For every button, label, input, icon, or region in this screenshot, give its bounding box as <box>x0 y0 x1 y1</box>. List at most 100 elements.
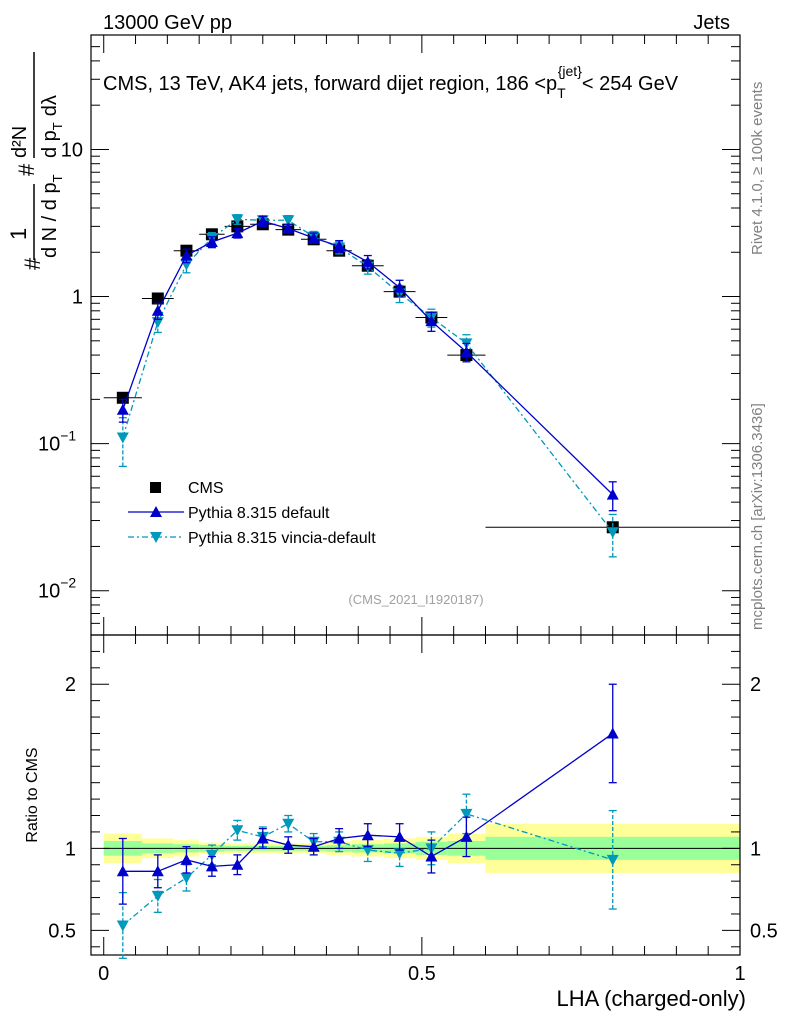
svg-text:d N / d pT: d N / d pT <box>39 174 65 258</box>
mcplots-label: mcplots.cern.ch [arXiv:1306.3436] <box>749 403 766 630</box>
vincia-ratio-point-3 <box>205 849 218 861</box>
main-ylabel: # 1 d N / d pT # d²N d pTdλ <box>6 52 65 270</box>
ratio-xtick-label-0: 0 <box>98 963 109 985</box>
ylabel-hash-1: # <box>20 257 45 270</box>
ylabel-den-t: T <box>50 174 65 182</box>
pythia-default-ratio-point-1 <box>151 865 164 877</box>
legend: CMS Pythia 8.315 default Pythia 8.315 vi… <box>128 480 376 547</box>
pythia-default-ratio-point-12 <box>460 830 473 842</box>
pythia-default-ratio-point-6 <box>282 839 295 851</box>
pythia-default-main-point-13 <box>606 488 619 500</box>
vincia-main-point-0 <box>116 432 129 444</box>
pythia-default-main-point-12 <box>460 345 473 357</box>
ratio-xtick-label-1: 0.5 <box>408 963 436 985</box>
plot-title-sub: T <box>557 85 566 101</box>
svg-text:d²N: d²N <box>9 126 31 158</box>
legend-marker-pythia-default <box>150 506 162 517</box>
pythia-default-ratio-point-0 <box>116 865 129 877</box>
vincia-ratio-point-1 <box>151 890 164 902</box>
main-ytick-label-0: 10−2 <box>38 575 76 603</box>
svg-text:#: # <box>14 163 39 176</box>
ylabel-one: 1 <box>6 228 31 240</box>
pythia-default-main-point-3 <box>205 235 218 247</box>
pythia-default-ratio-point-13 <box>606 727 619 739</box>
svg-text:#: # <box>20 257 45 270</box>
vincia-ratio-point-9 <box>361 844 374 856</box>
ylabel-num: d²N <box>9 126 31 158</box>
vincia-ratio-point-13 <box>606 854 619 866</box>
pythia-default-main-point-4 <box>231 227 244 239</box>
vincia-main-point-4 <box>231 214 244 226</box>
svg-text:1: 1 <box>6 228 31 240</box>
ylabel-den2-t: T <box>50 122 65 130</box>
ratio-ylabel: Ratio to CMS <box>24 747 41 842</box>
ratio-ytick-label-right-0: 0.5 <box>750 920 778 942</box>
cms-point-4 <box>231 220 244 233</box>
pythia-default-ratio-point-7 <box>307 840 320 852</box>
legend-label-cms: CMS <box>188 480 224 497</box>
plot-title-sup: {jet} <box>558 63 582 79</box>
pythia-default-ratio-point-10 <box>393 830 406 842</box>
pythia-default-ratio-line <box>122 732 614 872</box>
pythia-default-ratio-point-3 <box>205 860 218 872</box>
pythia-default-main-point-9 <box>361 255 374 267</box>
pythia-default-ratio-point-5 <box>256 832 269 844</box>
pythia-default-main-point-2 <box>180 249 193 261</box>
legend-marker-cms <box>150 482 161 493</box>
vincia-ratio-point-12 <box>460 808 473 820</box>
ratio-ytick-label-right-2: 2 <box>750 674 761 696</box>
pythia-default-ratio-point-8 <box>333 832 346 844</box>
legend-marker-vincia <box>150 532 162 543</box>
xlabel: LHA (charged-only) <box>556 986 746 1011</box>
ylabel-lam: dλ <box>39 95 61 116</box>
ylabel-hash-2: # <box>14 163 39 176</box>
pythia-default-ratio-point-9 <box>361 829 374 841</box>
pythia-default-main-point-0 <box>116 403 129 415</box>
pythia-default-main-line <box>122 220 614 496</box>
pythia-default-main-point-7 <box>307 232 320 244</box>
vincia-ratio-point-0 <box>116 920 129 932</box>
pythia-default-ratio-point-2 <box>180 853 193 865</box>
main-ytick-label-2: 1 <box>72 287 83 309</box>
ratio-uncertainty-bands <box>103 823 740 873</box>
pythia-default-main-point-8 <box>333 240 346 252</box>
vincia-ratio-point-2 <box>180 872 193 884</box>
analysis-watermark: (CMS_2021_I1920187) <box>348 592 483 607</box>
main-ytick-label-1: 10−1 <box>38 428 76 456</box>
pythia-default-main-point-11 <box>425 315 438 327</box>
pythia-default-ratio-point-11 <box>425 850 438 862</box>
vincia-main-point-6 <box>282 215 295 227</box>
vincia-ratio-point-4 <box>231 825 244 837</box>
ratio-ytick-label-left-1: 1 <box>65 838 76 860</box>
vincia-ratio-point-6 <box>282 818 295 830</box>
ratio-ytick-label-left-0: 0.5 <box>48 920 76 942</box>
pythia-default-main-point-5 <box>256 215 269 227</box>
cms-point-0 <box>116 391 129 404</box>
ratio-xtick-label-2: 1 <box>734 963 745 985</box>
main-ytick-label-3: 10 <box>61 139 83 161</box>
cms-point-1 <box>151 292 164 305</box>
legend-label-pythia-default: Pythia 8.315 default <box>188 505 330 522</box>
vincia-main-point-13 <box>606 527 619 539</box>
ylabel-den: d N / d p <box>39 182 61 258</box>
legend-label-vincia: Pythia 8.315 vincia-default <box>188 530 376 547</box>
ratio-ytick-label-left-2: 2 <box>65 674 76 696</box>
ratio-ytick-label-right-1: 1 <box>750 838 761 860</box>
header-left: 13000 GeV pp <box>103 12 232 34</box>
plot-title: CMS, 13 TeV, AK4 jets, forward dijet reg… <box>103 63 679 101</box>
plot-title-main: CMS, 13 TeV, AK4 jets, forward dijet reg… <box>103 73 557 95</box>
pythia-default-main-point-6 <box>282 222 295 234</box>
pythia-default-ratio-point-4 <box>231 858 244 870</box>
ratio-frame <box>90 634 741 956</box>
plot-title-tail: < 254 GeV <box>582 73 679 95</box>
pythia-default-main-point-10 <box>393 281 406 293</box>
pythia-default-main-point-1 <box>151 304 164 316</box>
chart-marks <box>103 214 740 959</box>
svg-text:d pTdλ: d pTdλ <box>39 95 65 158</box>
rivet-label: Rivet 4.1.0, ≥ 100k events <box>749 82 766 255</box>
header-right: Jets <box>693 12 730 34</box>
vincia-ratio-point-10 <box>393 848 406 860</box>
ylabel-den2: d p <box>39 130 61 158</box>
